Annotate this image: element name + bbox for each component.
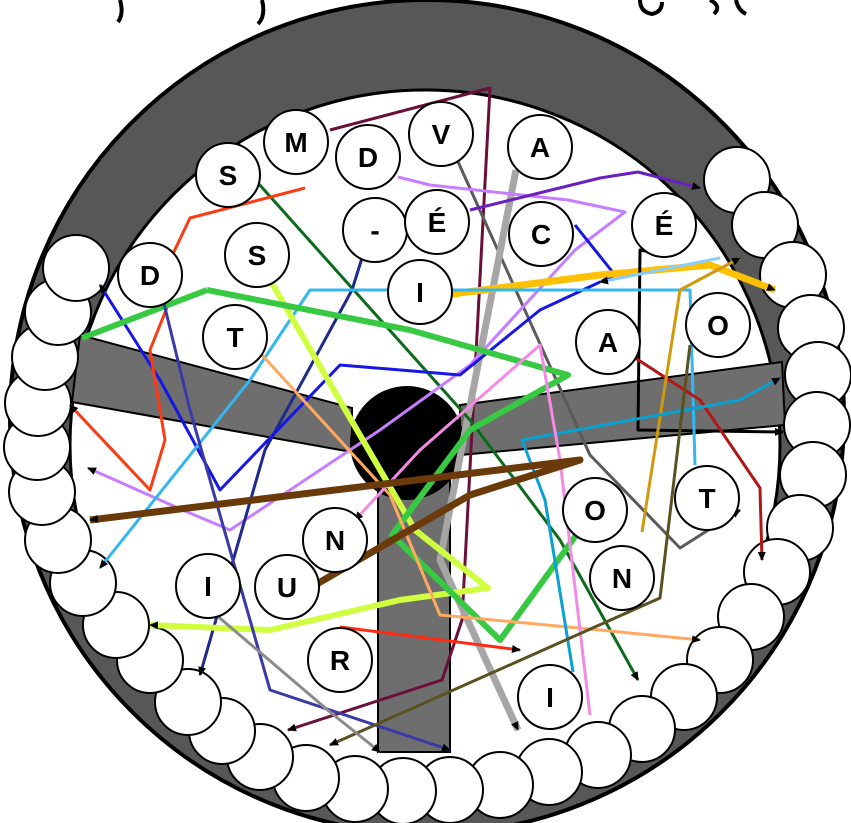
letter-circle[interactable]: T: [202, 304, 268, 370]
letter-circle-shape: [263, 109, 329, 175]
connection-line: [87, 175, 627, 532]
letter-label: T: [698, 483, 715, 514]
letter-circle-shape: [631, 192, 697, 258]
letter-circle[interactable]: I: [387, 259, 453, 325]
letter-circle[interactable]: S: [224, 222, 290, 288]
connection-line: [89, 456, 584, 592]
letter-circle[interactable]: I: [517, 664, 583, 730]
letter-circle-shape: [508, 201, 574, 267]
letter-label: N: [612, 563, 632, 594]
letter-label: É: [655, 210, 674, 241]
letter-circle-shape: [408, 101, 474, 167]
letter-circle[interactable]: U: [254, 554, 320, 620]
letter-circle-shape: [404, 189, 470, 255]
connection-line: [469, 170, 701, 212]
letter-label: I: [546, 682, 554, 713]
letter-circle[interactable]: S: [195, 142, 261, 208]
connection-line: [599, 256, 721, 285]
connection-lines: [68, 86, 784, 754]
letter-circle[interactable]: O: [685, 292, 751, 358]
letter-label: U: [277, 572, 297, 603]
answer-ring: [3, 146, 851, 823]
letter-circle[interactable]: -: [342, 197, 408, 263]
connection-line: [68, 186, 306, 492]
letter-label: I: [416, 277, 424, 308]
letter-label: V: [432, 119, 451, 150]
letter-circle-shape: [575, 309, 641, 375]
letter-circle-shape: [254, 554, 320, 620]
letter-circle-shape: [117, 242, 183, 308]
letter-circle-shape: [335, 124, 401, 190]
letter-circle[interactable]: R: [307, 627, 373, 693]
letter-circle[interactable]: O: [562, 477, 628, 543]
letter-label: R: [330, 645, 350, 676]
letter-circle-shape: [202, 304, 268, 370]
letter-circle[interactable]: N: [589, 545, 655, 611]
letter-label: É: [428, 207, 447, 238]
top-edge-scribble: [116, 0, 747, 26]
letter-circle-shape: [224, 222, 290, 288]
letter-circle[interactable]: V: [408, 101, 474, 167]
letter-circle[interactable]: A: [575, 309, 641, 375]
letter-label: N: [325, 525, 345, 556]
letter-circle-shape: [175, 553, 241, 619]
letter-label: S: [248, 240, 267, 271]
letter-circle-shape: [562, 477, 628, 543]
connection-line: [353, 343, 592, 716]
connection-line: [329, 344, 692, 747]
letter-label: C: [531, 219, 551, 250]
answer-slot[interactable]: [42, 234, 110, 302]
letter-label: -: [370, 215, 379, 246]
connection-line: [155, 274, 451, 752]
letter-circle[interactable]: N: [302, 507, 368, 573]
letter-label: D: [140, 260, 160, 291]
connection-line: [149, 278, 491, 633]
connection-line: [80, 287, 580, 643]
letter-label: M: [284, 127, 307, 158]
letter-circle-shape: [195, 142, 261, 208]
letter-circle-shape: [517, 664, 583, 730]
letter-circle-shape: [307, 627, 373, 693]
connection-line: [520, 376, 781, 673]
letter-label: O: [584, 495, 606, 526]
letter-label: A: [530, 132, 550, 163]
letter-circle-shape: [589, 545, 655, 611]
letter-label: T: [226, 322, 243, 353]
letter-circle[interactable]: C: [508, 201, 574, 267]
letter-circle-shape: [387, 259, 453, 325]
connection-line: [260, 353, 701, 644]
letter-circle[interactable]: T: [674, 465, 740, 531]
connection-line: [339, 625, 521, 653]
letter-circle[interactable]: I: [175, 553, 241, 619]
connection-line: [622, 348, 766, 561]
connection-line: [640, 256, 741, 533]
letter-label: A: [598, 327, 618, 358]
letter-label: S: [219, 160, 238, 191]
letter-label: O: [707, 310, 729, 341]
letter-circle[interactable]: D: [117, 242, 183, 308]
letter-circle-shape: [302, 507, 368, 573]
letter-circle-shape: [685, 292, 751, 358]
connection-line: [207, 606, 381, 754]
letter-label: D: [358, 142, 378, 173]
letter-circle[interactable]: É: [631, 192, 697, 258]
letter-circle[interactable]: M: [263, 109, 329, 175]
letter-circle[interactable]: D: [335, 124, 401, 190]
letter-circle[interactable]: É: [404, 189, 470, 255]
letter-circle-shape: [507, 114, 573, 180]
letter-circle-shape: [674, 465, 740, 531]
letter-label: I: [204, 571, 212, 602]
letter-circle[interactable]: A: [507, 114, 573, 180]
